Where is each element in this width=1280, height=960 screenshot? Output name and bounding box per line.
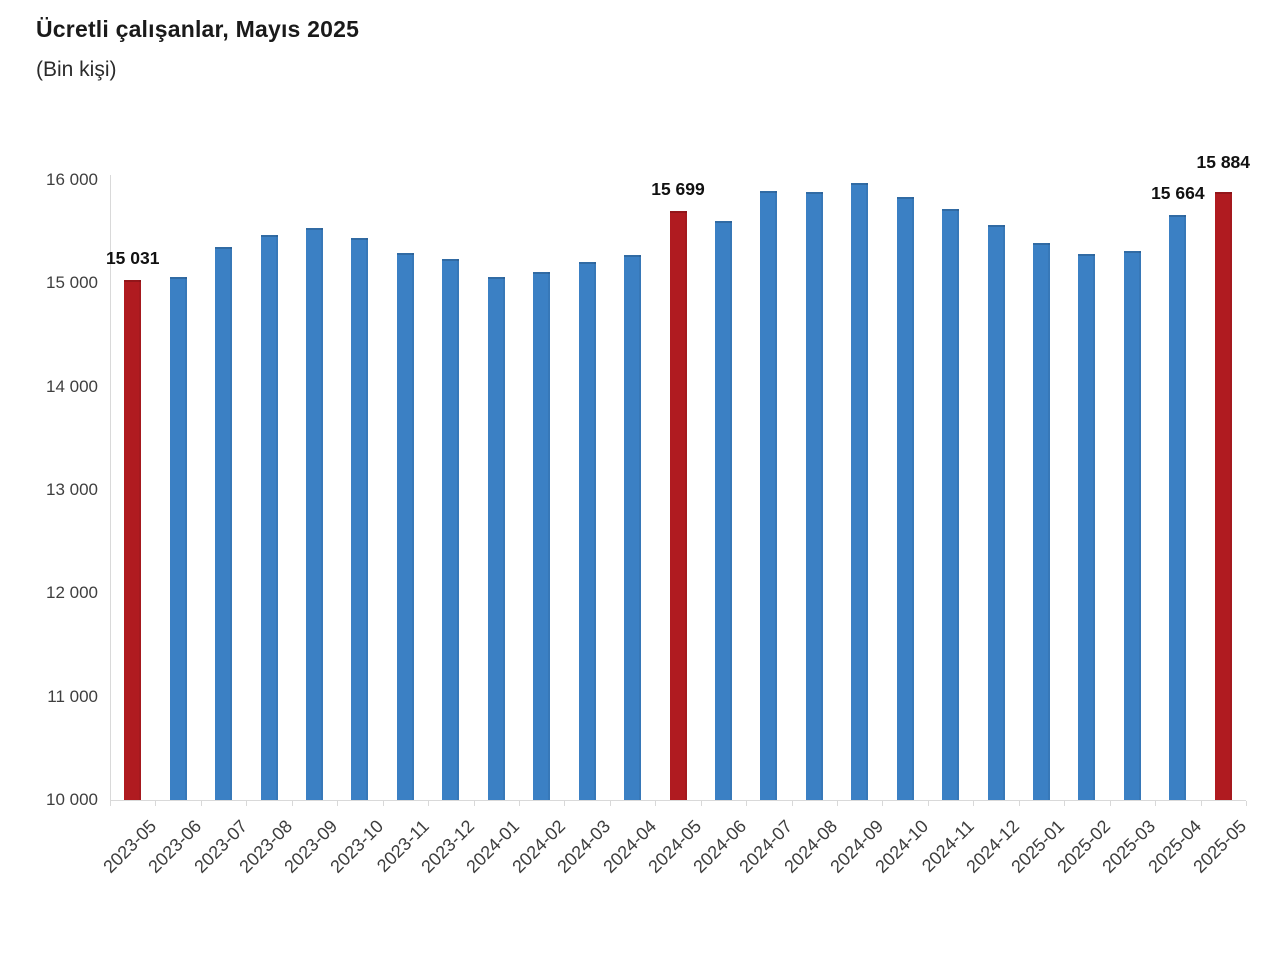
bar-2024-03 [579,261,596,800]
bar-value-label: 15 031 [105,248,160,269]
x-axis-tick-mark [246,801,247,806]
bar-2025-05 [1215,191,1232,800]
x-axis-tick-mark [564,801,565,806]
bar-2024-01 [488,276,505,800]
bar-2025-03 [1124,251,1141,800]
x-axis-tick-mark [292,801,293,806]
bar-2023-05 [124,280,141,800]
y-axis-tick-label: 15 000 [46,273,98,293]
chart-title: Ücretli çalışanlar, Mayıs 2025 [36,16,360,42]
bar-2025-02 [1078,254,1095,800]
bar-2024-08 [806,191,823,800]
bar-2023-10 [351,238,368,800]
bar-2025-01 [1033,242,1050,800]
x-axis-tick-mark [474,801,475,806]
x-axis-tick-mark [519,801,520,806]
bar-2024-02 [533,271,550,800]
x-axis-tick-mark [1201,801,1202,806]
bar-2024-09 [851,182,868,800]
bar-2024-06 [715,221,732,800]
x-axis-line [110,800,1246,801]
y-axis-line [110,175,111,800]
bar-2024-12 [988,225,1005,800]
x-axis-tick-mark [337,801,338,806]
bar-value-label: 15 664 [1151,182,1205,203]
x-axis-tick-mark [610,801,611,806]
bar-2024-07 [760,190,777,800]
x-axis-tick-mark [1110,801,1111,806]
x-axis-tick-mark [655,801,656,806]
chart-subtitle: (Bin kişi) [36,58,117,81]
bar-value-label: 15 699 [651,179,705,200]
bar-value-label: 15 884 [1196,151,1251,172]
bar-2023-07 [215,246,232,800]
bar-2023-11 [397,253,414,800]
x-axis-tick-mark [110,801,111,806]
y-axis-tick-label: 13 000 [46,480,98,499]
x-axis-tick-mark [792,801,793,806]
x-axis-tick-mark [1019,801,1020,806]
x-axis-tick-mark [882,801,883,806]
y-axis-tick-label: 14 000 [46,376,98,396]
x-axis-tick-mark [928,801,929,806]
bar-2025-04 [1169,214,1186,800]
bar-2024-11 [942,208,959,800]
x-axis-tick-mark [155,801,156,806]
x-axis-tick-mark [1246,801,1247,806]
y-axis-tick-label: 11 000 [47,686,98,706]
x-axis-tick-mark [1155,801,1156,806]
bar-2024-10 [897,196,914,800]
x-axis-tick-mark [701,801,702,806]
x-axis-tick-mark [383,801,384,806]
x-axis-tick-mark [973,801,974,806]
bar-2023-12 [442,258,459,800]
x-axis-tick-mark [1064,801,1065,806]
bar-2023-09 [306,227,323,800]
x-axis-tick-mark [201,801,202,806]
bar-2024-04 [624,254,641,800]
bar-2023-08 [261,235,278,800]
x-axis-tick-mark [746,801,747,806]
y-axis-tick-label: 12 000 [46,583,98,603]
bar-2023-06 [170,276,187,800]
bar-2024-05 [670,211,687,800]
x-axis-tick-mark [428,801,429,806]
y-axis-tick-label: 10 000 [46,790,98,809]
y-axis-tick-label: 16 000 [46,170,98,189]
x-axis-tick-mark [837,801,838,806]
